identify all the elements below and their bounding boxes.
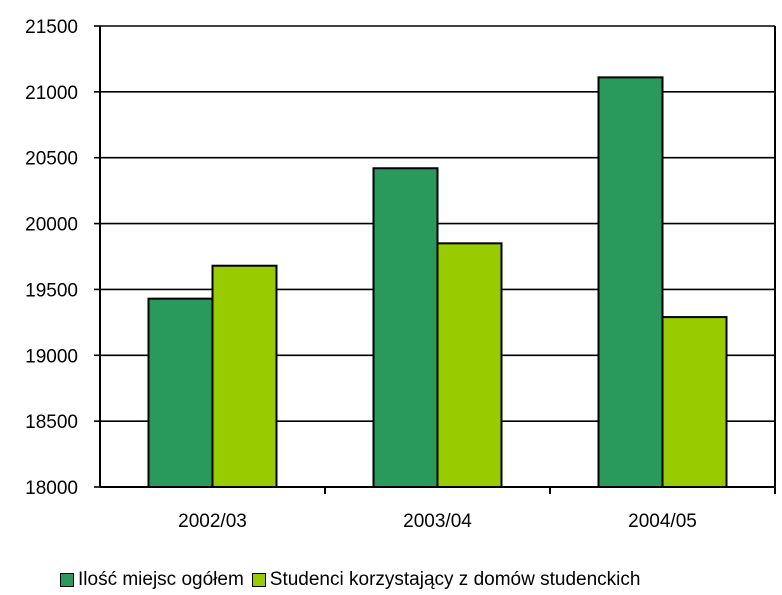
y-tick-label: 21000 [25, 83, 78, 104]
y-tick-label: 20000 [25, 215, 78, 236]
legend-item-series-2: Studenci korzystający z domów studenckic… [251, 569, 641, 591]
x-tick-label: 2004/05 [628, 511, 697, 532]
y-tick-label: 18000 [25, 478, 78, 499]
legend-item-series-1: Ilość miejsc ogółem [60, 569, 244, 591]
x-tick-labels: 2002/03 2003/04 2004/05 [178, 511, 697, 532]
bar-2-3 [661, 316, 728, 488]
legend-label-series-2: Studenci korzystający z domów studenckic… [269, 569, 641, 590]
legend-label-series-1: Ilość miejsc ogółem [78, 569, 244, 590]
bar-1-2 [372, 167, 439, 488]
y-tick-labels: 18000 18500 19000 19500 20000 20500 21000 21500 [25, 17, 78, 499]
bar-2-1 [211, 264, 278, 488]
legend-swatch-series-1 [60, 573, 74, 587]
bar-2-2 [436, 242, 503, 488]
y-tick-label: 19000 [25, 346, 78, 367]
x-tick-label: 2003/04 [403, 511, 472, 532]
legend: Ilość miejsc ogółem Studenci korzystając… [60, 568, 648, 592]
y-tick-label: 21500 [25, 17, 78, 38]
y-tick-label: 18500 [25, 412, 78, 433]
bar-chart: 18000 18500 19000 19500 20000 20500 21000 21500… [25, 17, 776, 532]
x-tick-label: 2002/03 [178, 511, 247, 532]
y-tick-label: 19500 [25, 280, 78, 301]
bar-1-3 [597, 76, 664, 489]
axes [94, 25, 776, 494]
y-tick-label: 20500 [25, 149, 78, 170]
legend-swatch-series-2 [251, 573, 266, 587]
bar-1-1 [147, 297, 214, 488]
bars [147, 76, 728, 489]
